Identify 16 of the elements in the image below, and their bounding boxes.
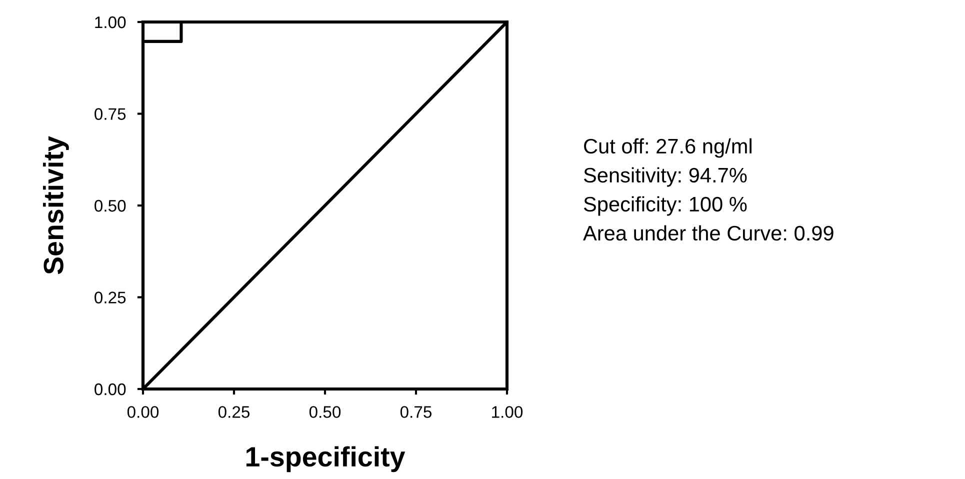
y-tick-label: 0.50 (94, 200, 126, 212)
y-tick-label: 0.00 (94, 383, 126, 396)
text: Sensitivity: 94.7% (584, 167, 747, 187)
x-tick-label: 0.50 (309, 406, 341, 418)
x-tick-label: 1.00 (492, 406, 523, 418)
y-tick-label: 0.75 (94, 108, 126, 120)
x-tick-label: 0.00 (127, 406, 159, 418)
text: Specificity: 100 % (584, 196, 747, 216)
y-tick-label: 0.25 (94, 292, 126, 304)
x-tick-label: 0.25 (218, 406, 250, 418)
x-tick-label: 0.75 (400, 406, 432, 418)
text: Area under the Curve: 0.99 (583, 225, 834, 241)
y-axis-title: Sensitivity (43, 136, 69, 274)
text: Cut off: 27.6 ng/ml (584, 138, 752, 158)
x-axis-title: 1-specificity (246, 446, 406, 472)
y-tick-label: 1.00 (95, 16, 126, 28)
